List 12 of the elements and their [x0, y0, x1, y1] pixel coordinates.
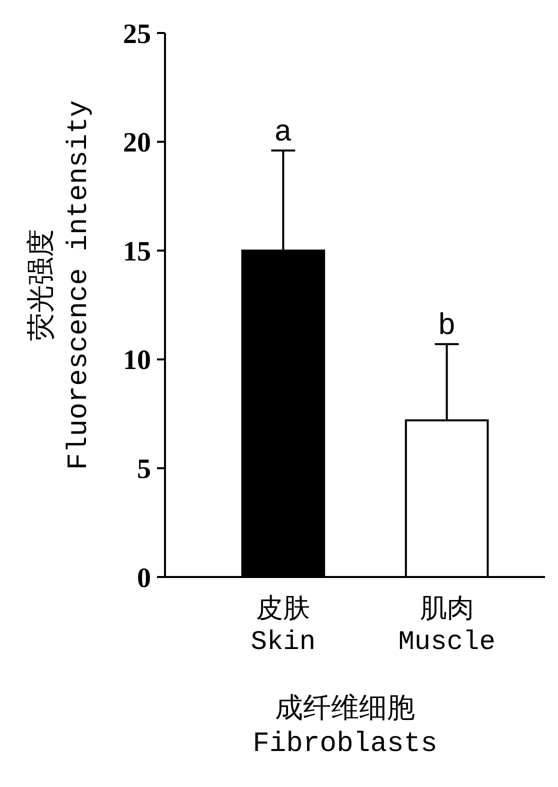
y-axis-title: 荧光强度 Fluorescence intensity — [26, 100, 95, 470]
y-tick-label: 25 — [123, 18, 151, 50]
y-tick-label: 5 — [137, 454, 151, 485]
annotation: b — [438, 310, 456, 344]
y-tick-label: 10 — [123, 345, 151, 376]
x-axis-title: 成纤维细胞 Fibroblasts — [252, 693, 438, 760]
y-tick-label: 0 — [137, 562, 151, 594]
x-tick-label: 皮肤 Skin — [250, 594, 316, 658]
annotation: a — [274, 116, 292, 151]
y-tick-label: 20 — [123, 128, 151, 159]
y-tick-label: 15 — [123, 236, 151, 268]
x-tick-label: 肌肉 Muscle — [398, 595, 496, 658]
